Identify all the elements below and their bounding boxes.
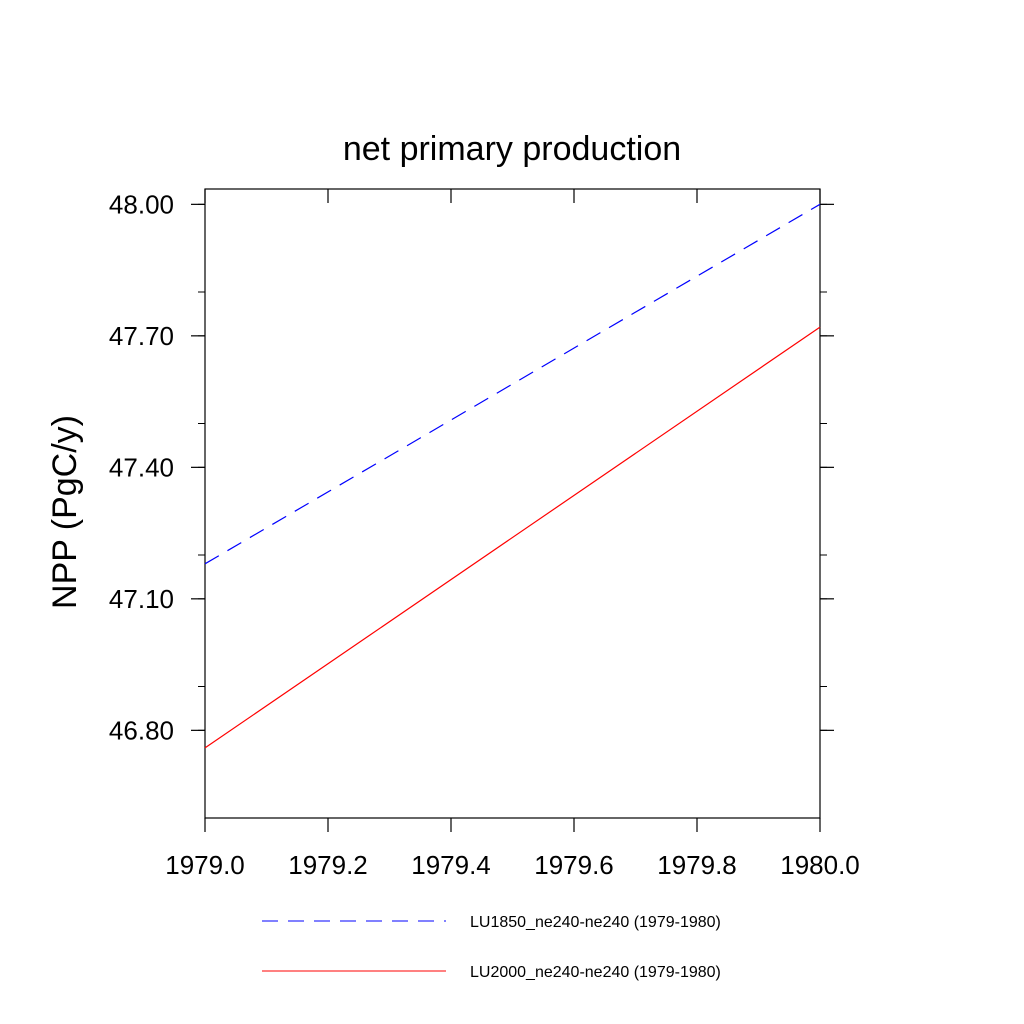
y-tick-label: 47.10	[109, 584, 174, 614]
series-line-2	[204, 326, 821, 749]
legend: LU1850_ne240-ne240 (1979-1980) LU2000_ne2…	[262, 914, 721, 981]
x-tick-label: 1979.0	[165, 850, 245, 880]
y-tick-label: 48.00	[109, 189, 174, 219]
plot-frame	[204, 188, 821, 819]
x-tick-label: 1979.4	[411, 850, 491, 880]
y-tick-label: 47.40	[109, 452, 174, 482]
y-axis-label: NPP (PgC/y)	[46, 415, 84, 609]
chart-title: net primary production	[343, 130, 681, 168]
series-lines	[204, 203, 821, 749]
plot-border	[204, 188, 821, 819]
x-tick-label: 1979.2	[288, 850, 368, 880]
x-tick-label: 1979.8	[657, 850, 737, 880]
y-tick-label: 46.80	[109, 715, 174, 745]
x-tick-label: 1979.6	[534, 850, 614, 880]
series-line-1	[204, 203, 821, 565]
x-tick-label: 1980.0	[780, 850, 860, 880]
legend-label-1: LU1850_ne240-ne240 (1979-1980)	[470, 914, 721, 931]
y-tick-label: 47.70	[109, 321, 174, 351]
legend-label-2: LU2000_ne240-ne240 (1979-1980)	[470, 964, 721, 981]
axis-ticks: 1979.0 1979.2 1979.4 1979.6 1979.8 1980.0 46.8…	[109, 189, 860, 880]
